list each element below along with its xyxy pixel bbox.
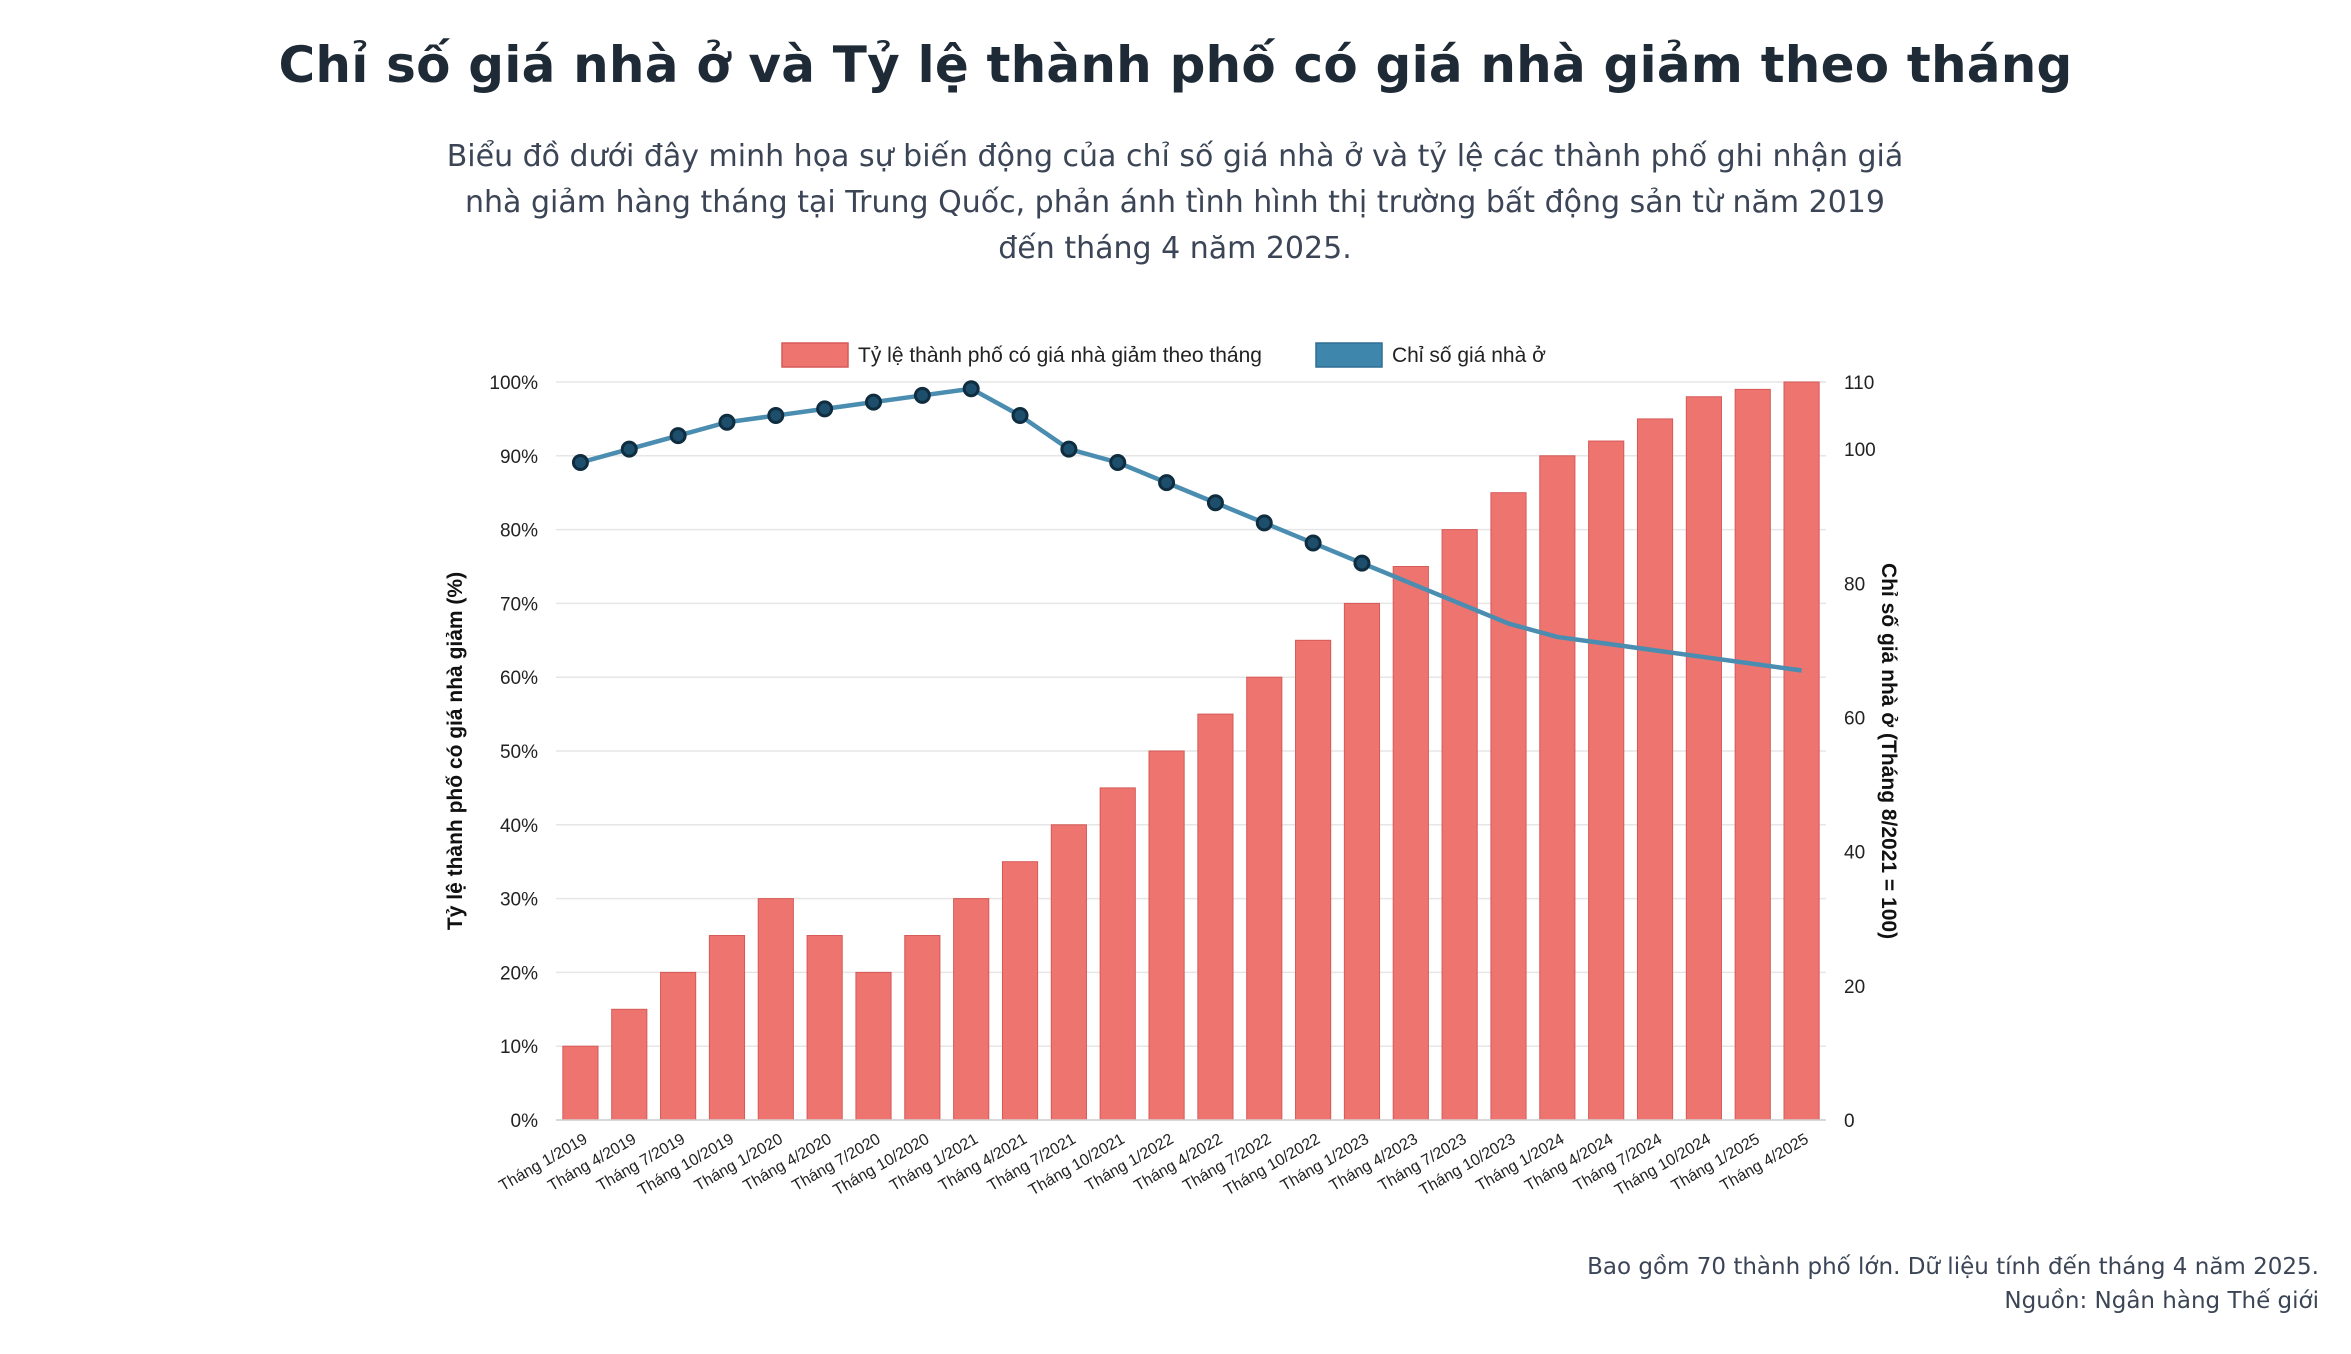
y-right-axis-title: Chỉ số giá nhà ở (Tháng 8/2021 = 100) (1877, 563, 1900, 939)
line-point (865, 393, 882, 411)
bar (1001, 861, 1039, 1121)
bar (1148, 750, 1185, 1121)
bar (953, 898, 990, 1121)
bar (1636, 418, 1674, 1121)
y-left-axis-title: Tỷ lệ thành phố có giá nhà giảm (%) (444, 572, 467, 930)
bar (562, 1045, 599, 1121)
bar (708, 935, 746, 1121)
y-left-tick-label: 70% (500, 594, 538, 615)
bar (806, 935, 843, 1121)
bar (757, 898, 794, 1121)
line-point (1255, 514, 1273, 532)
y-right-tick-label: 110 (1844, 373, 1874, 394)
legend-swatch-line (1315, 342, 1383, 368)
y-left-tick-label: 40% (500, 816, 538, 837)
bar (1343, 602, 1381, 1121)
legend-label-line: Chỉ số giá nhà ở (1392, 344, 1546, 367)
legend-swatch-bars (781, 342, 849, 368)
bar (660, 971, 697, 1121)
line-point (1158, 474, 1176, 492)
line-point (1304, 534, 1322, 552)
footnote-source: Nguồn: Ngân hàng Thế giới (2004, 1288, 2319, 1314)
y-left-tick-label: 30% (500, 890, 538, 911)
y-left-tick-label: 20% (500, 963, 538, 984)
y-right-tick-label: 40 (1844, 843, 1865, 864)
bar (1392, 566, 1429, 1121)
line-point (816, 400, 834, 418)
bar (611, 1008, 648, 1121)
line-point (1353, 554, 1371, 572)
line-point (1109, 454, 1127, 472)
bar (1099, 787, 1136, 1121)
bar (1539, 455, 1576, 1121)
bar (1050, 824, 1087, 1121)
bar (1783, 381, 1820, 1121)
footnote-note: Bao gồm 70 thành phố lớn. Dữ liệu tính đ… (1587, 1254, 2319, 1280)
line-point (913, 386, 931, 404)
y-right-tick-label: 20 (1844, 977, 1865, 998)
y-left-tick-label: 100% (489, 373, 538, 394)
bar (1490, 492, 1527, 1121)
y-right-tick-label: 0 (1844, 1111, 1855, 1132)
bar (1246, 676, 1283, 1121)
bar (1197, 713, 1234, 1121)
bar (1734, 388, 1771, 1121)
chart-title: Chỉ số giá nhà ở và Tỷ lệ thành phố có g… (278, 36, 2073, 94)
chart-subtitle: Biểu đồ dưới đây minh họa sự biến động c… (446, 139, 1904, 266)
bar (1588, 440, 1625, 1121)
line-point (571, 454, 589, 472)
line-point (1206, 494, 1224, 512)
bar (1685, 396, 1722, 1121)
combo-chart: 0% 10% 20% 30% 40% 50% 60% 70% 80% 90% 100% 0 20 40 60… (444, 342, 1900, 1199)
line-point (1060, 440, 1078, 458)
legend-label-bars: Tỷ lệ thành phố có giá nhà giảm theo thá… (858, 344, 1262, 367)
line-point (669, 427, 687, 445)
bar (1441, 529, 1478, 1121)
line-point (1011, 407, 1029, 425)
line-point (767, 407, 785, 425)
y-right-tick-label: 80 (1844, 574, 1865, 595)
y-left-tick-label: 60% (500, 668, 538, 689)
y-right-tick-label: 60 (1844, 708, 1865, 729)
y-left-tick-label: 50% (500, 742, 538, 763)
bar (855, 971, 892, 1121)
y-left-tick-label: 0% (511, 1111, 539, 1132)
y-left-tick-label: 80% (500, 521, 538, 542)
line-point (718, 413, 736, 431)
footnote: Bao gồm 70 thành phố lớn. Dữ liệu tính đ… (1587, 1250, 2319, 1318)
y-right-tick-label: 100 (1844, 440, 1876, 461)
line-point (620, 440, 638, 458)
y-left-tick-label: 90% (500, 447, 538, 468)
line-point (962, 380, 980, 398)
y-left-tick-label: 10% (500, 1037, 538, 1058)
bar (904, 935, 941, 1121)
bar (1295, 639, 1332, 1121)
